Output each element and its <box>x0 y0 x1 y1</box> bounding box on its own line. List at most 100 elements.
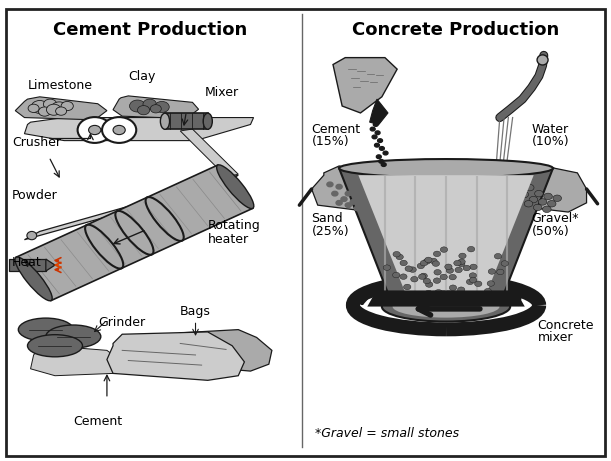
Circle shape <box>376 155 381 159</box>
Circle shape <box>425 282 433 287</box>
Circle shape <box>459 253 466 259</box>
Text: Rotating: Rotating <box>208 219 260 232</box>
Ellipse shape <box>382 292 510 322</box>
Circle shape <box>488 269 496 274</box>
Text: Limestone: Limestone <box>27 79 92 92</box>
Circle shape <box>425 257 432 263</box>
Polygon shape <box>370 99 388 124</box>
Circle shape <box>419 274 426 279</box>
Text: Heat: Heat <box>12 256 42 269</box>
Circle shape <box>441 247 448 252</box>
Text: Cement Production: Cement Production <box>53 21 247 39</box>
Circle shape <box>379 147 384 150</box>
Circle shape <box>89 125 101 135</box>
Circle shape <box>411 277 418 282</box>
Text: *Gravel = small stones: *Gravel = small stones <box>315 427 459 440</box>
Circle shape <box>61 101 73 111</box>
Circle shape <box>494 254 502 259</box>
Circle shape <box>432 261 439 266</box>
Circle shape <box>547 201 556 207</box>
Text: Mixer: Mixer <box>205 86 239 99</box>
Text: Concrete: Concrete <box>538 319 594 331</box>
Circle shape <box>423 278 431 284</box>
Ellipse shape <box>226 176 236 184</box>
Circle shape <box>469 278 477 283</box>
Text: (50%): (50%) <box>532 225 569 238</box>
Polygon shape <box>31 347 122 376</box>
Circle shape <box>370 127 375 131</box>
Circle shape <box>425 290 432 296</box>
Polygon shape <box>24 118 254 141</box>
Text: Cement: Cement <box>73 415 122 428</box>
Polygon shape <box>180 129 238 177</box>
Polygon shape <box>165 330 272 371</box>
Circle shape <box>466 279 474 284</box>
Circle shape <box>31 100 48 113</box>
Circle shape <box>538 199 547 205</box>
Circle shape <box>454 260 461 266</box>
Circle shape <box>78 117 112 143</box>
Circle shape <box>403 284 411 290</box>
Circle shape <box>420 273 427 279</box>
Circle shape <box>336 201 342 205</box>
Ellipse shape <box>27 231 37 240</box>
Text: Concrete Production: Concrete Production <box>351 21 559 39</box>
Text: (25%): (25%) <box>312 225 349 238</box>
Circle shape <box>400 274 407 279</box>
Text: Clay: Clay <box>128 70 156 83</box>
Circle shape <box>487 281 494 286</box>
Text: (10%): (10%) <box>532 135 569 148</box>
Ellipse shape <box>27 335 82 357</box>
Polygon shape <box>367 290 525 307</box>
Circle shape <box>524 201 533 207</box>
Ellipse shape <box>537 55 548 65</box>
Circle shape <box>392 272 400 278</box>
Circle shape <box>417 263 425 269</box>
Circle shape <box>440 274 447 280</box>
Circle shape <box>375 131 380 135</box>
Circle shape <box>383 265 390 271</box>
Circle shape <box>430 258 437 264</box>
Circle shape <box>520 191 529 198</box>
Circle shape <box>433 278 441 284</box>
Circle shape <box>543 206 551 213</box>
Ellipse shape <box>203 113 213 129</box>
Circle shape <box>469 273 477 278</box>
Circle shape <box>354 206 360 211</box>
Circle shape <box>455 267 463 272</box>
Circle shape <box>38 107 51 116</box>
Polygon shape <box>113 96 199 118</box>
Polygon shape <box>24 175 238 240</box>
Circle shape <box>150 105 161 113</box>
Circle shape <box>56 107 67 115</box>
Circle shape <box>341 197 347 201</box>
Circle shape <box>130 100 145 112</box>
Circle shape <box>43 99 57 109</box>
Circle shape <box>46 104 61 115</box>
Circle shape <box>51 102 67 114</box>
Polygon shape <box>339 168 553 309</box>
Circle shape <box>381 163 386 166</box>
Ellipse shape <box>217 165 254 208</box>
Circle shape <box>345 191 351 196</box>
Text: heater: heater <box>208 233 249 246</box>
Polygon shape <box>333 58 397 113</box>
Text: Grinder: Grinder <box>98 316 145 329</box>
Circle shape <box>445 264 452 270</box>
Ellipse shape <box>46 325 101 348</box>
Text: Gravel*: Gravel* <box>532 213 579 225</box>
Text: (15%): (15%) <box>312 135 349 148</box>
Ellipse shape <box>393 296 500 318</box>
Circle shape <box>379 160 384 163</box>
Ellipse shape <box>18 318 73 341</box>
Circle shape <box>458 261 465 267</box>
Circle shape <box>475 281 482 287</box>
Circle shape <box>435 290 442 295</box>
Polygon shape <box>46 259 55 271</box>
Ellipse shape <box>160 113 170 129</box>
Circle shape <box>400 260 408 266</box>
Circle shape <box>497 269 504 275</box>
Circle shape <box>155 101 169 112</box>
Circle shape <box>533 204 542 211</box>
Circle shape <box>378 139 382 142</box>
